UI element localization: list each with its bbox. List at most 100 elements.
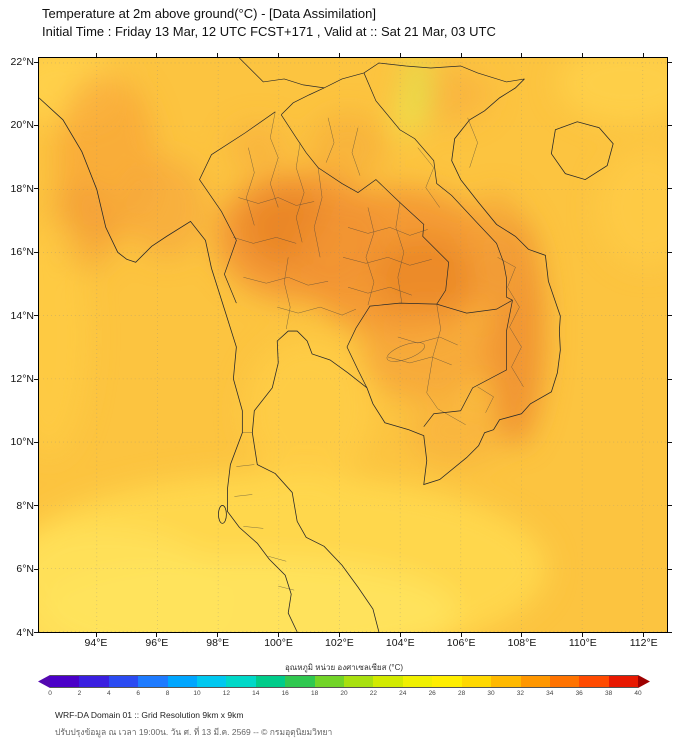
china-border (239, 58, 525, 89)
axis-tick-mark (668, 505, 672, 507)
lon-tick-label: 94°E (84, 637, 108, 649)
map-plot (38, 57, 668, 633)
axis-tick-mark (668, 188, 672, 190)
colorbar-segment (520, 676, 550, 687)
axis-tick-mark (34, 568, 38, 570)
lat-tick-label: 10°N (10, 436, 34, 449)
colorbar-segment (255, 676, 286, 687)
lon-tick-label: 104°E (385, 637, 415, 649)
colorbar-tick-label: 22 (369, 690, 378, 697)
axis-tick-mark (34, 251, 38, 253)
east-coastline (251, 78, 561, 632)
axis-tick-mark (460, 633, 462, 637)
colorbar-segment (432, 676, 462, 687)
colorbar-segment (50, 676, 80, 687)
map-title: Temperature at 2m above ground(°C) - [Da… (42, 6, 376, 21)
footer-update-info: ปรับปรุงข้อมูล ณ เวลา 19:00น. วัน ศ. ที่… (55, 727, 333, 737)
lat-tick-label: 16°N (10, 246, 34, 259)
lat-tick-label: 22°N (10, 56, 34, 68)
colorbar-tick-label: 2 (77, 690, 82, 697)
colorbar-tick-label: 28 (457, 690, 466, 697)
cambodia-vietnam-border (423, 300, 513, 427)
lat-tick-label: 12°N (10, 373, 34, 385)
axis-tick-mark (399, 53, 401, 57)
colorbar-ticks: 0 2 4 6 8 10 12 14 16 18 20 22 24 26 28 30 32 34 36 38 40 (38, 690, 650, 700)
axis-tick-mark (521, 53, 523, 57)
colorbar-segment (579, 676, 609, 687)
axis-tick-mark (399, 633, 401, 637)
thailand-laos-border (280, 114, 450, 305)
colorbar-tick-label: 16 (281, 690, 289, 697)
axis-tick-mark (460, 53, 462, 57)
temperature-anomaly-blobs (39, 58, 667, 632)
colorbar-tick-label: 12 (222, 690, 231, 697)
thailand-cambodia-border (346, 302, 437, 389)
colorbar-tick-label: 4 (106, 690, 111, 697)
colorbar-tick-label: 32 (516, 690, 525, 697)
myanmar-laos-border (280, 87, 325, 116)
colorbar-tick-label: 24 (399, 690, 407, 697)
colorbar-segment (461, 676, 492, 687)
colorbar-segment (226, 676, 256, 687)
axis-tick-mark (95, 633, 97, 637)
axis-tick-mark (643, 633, 645, 637)
axis-tick-mark (521, 633, 523, 637)
axis-tick-mark (278, 633, 280, 637)
lat-tick-label: 6°N (16, 563, 34, 576)
myanmar-thailand-border (199, 111, 276, 304)
colorbar-segment (79, 676, 109, 687)
axis-tick-mark (34, 315, 38, 317)
lon-tick-label: 96°E (145, 637, 169, 649)
axis-tick-mark (156, 633, 158, 637)
phuket-island-outline (218, 505, 227, 524)
axis-tick-mark (668, 441, 672, 443)
colorbar-segment (549, 676, 580, 687)
colorbar-segment (285, 676, 315, 687)
colorbar-tick-label: 20 (340, 690, 348, 697)
colorbar-tick-label: 14 (252, 690, 260, 697)
axis-tick-mark (278, 53, 280, 57)
colorbar-tick-label: 34 (546, 690, 554, 697)
map-subtitle: Initial Time : Friday 13 Mar, 12 UTC FCS… (42, 24, 496, 39)
axis-tick-mark (34, 61, 38, 63)
footer-domain-info: WRF-DA Domain 01 :: Grid Resolution 9km … (55, 710, 244, 720)
axis-tick-mark (668, 568, 672, 570)
colorbar-tick-label: 18 (310, 690, 319, 697)
colorbar-under-arrow (38, 675, 50, 688)
colorbar-segment (138, 676, 168, 687)
colorbar-segment (402, 676, 433, 687)
laos-vietnam-border (363, 72, 513, 301)
colorbar-over-arrow (638, 675, 650, 688)
colorbar-tick-label: 30 (487, 690, 495, 697)
axis-tick-mark (34, 124, 38, 126)
lon-tick-label: 110°E (568, 637, 597, 649)
lat-tick-label: 4°N (16, 626, 34, 639)
colorbar-tick-label: 6 (136, 690, 140, 697)
country-borders (199, 58, 525, 427)
colorbar-segment (373, 676, 403, 687)
lat-tick-label: 8°N (16, 499, 34, 512)
axis-tick-mark (217, 633, 219, 637)
colorbar-tick-label: 36 (575, 690, 583, 697)
axis-tick-mark (217, 53, 219, 57)
lon-tick-label: 102°E (325, 637, 354, 649)
colorbar-tick-label: 10 (193, 690, 201, 697)
colorbar-segment (108, 676, 139, 687)
lon-tick-label: 100°E (264, 637, 293, 649)
lat-tick-label: 14°N (10, 309, 34, 322)
axis-tick-mark (34, 188, 38, 190)
lon-tick-label: 106°E (446, 637, 476, 649)
colorbar-segment (608, 676, 639, 687)
axis-tick-mark (668, 61, 672, 63)
colorbar (38, 675, 650, 688)
axis-tick-mark (34, 632, 38, 634)
axis-tick-mark (668, 378, 672, 380)
axis-tick-mark (34, 505, 38, 507)
axis-tick-mark (668, 251, 672, 253)
colorbar-tick-label: 38 (604, 690, 613, 697)
colorbar-label: อุณหภูมิ หน่วย องศาเซลเซียส (°C) (284, 663, 404, 672)
colorbar-segment (197, 676, 227, 687)
colorbar-tick-label: 8 (165, 690, 170, 697)
colorbar-tick-label: 0 (48, 690, 52, 697)
